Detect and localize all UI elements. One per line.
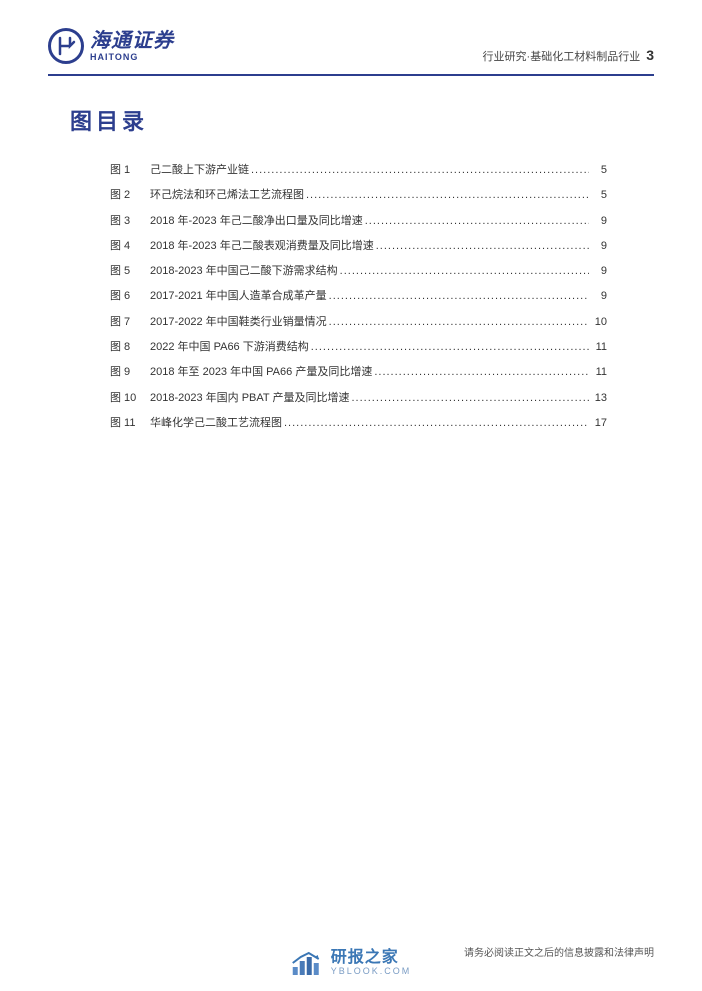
- toc-page-number: 10: [589, 310, 607, 335]
- watermark: 研报之家 YBLOOK.COM: [291, 949, 412, 977]
- toc-figure-title: 2022 年中国 PA66 下游消费结构: [150, 335, 309, 360]
- toc-figure-title: 2017-2021 年中国人造革合成革产量: [150, 284, 327, 309]
- logo-english: HAITONG: [90, 53, 174, 62]
- toc-figure-label: 图 8: [110, 335, 150, 360]
- toc-figure-label: 图 3: [110, 209, 150, 234]
- table-of-figures: 图 1己二酸上下游产业链5图 2环己烷法和环己烯法工艺流程图5图 32018 年…: [0, 158, 702, 436]
- haitong-logo-icon: [48, 28, 84, 64]
- toc-figure-title: 2018 年-2023 年己二酸净出口量及同比增速: [150, 209, 363, 234]
- watermark-chinese: 研报之家: [331, 949, 412, 967]
- document-page: 海通证券 HAITONG 行业研究·基础化工材料制品行业 3 图目录 图 1己二…: [0, 0, 702, 991]
- toc-figure-title: 华峰化学己二酸工艺流程图: [150, 411, 282, 436]
- toc-row: 图 82022 年中国 PA66 下游消费结构 11: [110, 335, 607, 360]
- toc-figure-label: 图 6: [110, 284, 150, 309]
- toc-leader-dots: [249, 158, 589, 183]
- toc-figure-label: 图 1: [110, 158, 150, 183]
- toc-page-number: 9: [589, 259, 607, 284]
- toc-figure-label: 图 7: [110, 310, 150, 335]
- footer-disclaimer: 请务必阅读正文之后的信息披露和法律声明: [464, 944, 654, 959]
- toc-leader-dots: [350, 386, 590, 411]
- toc-figure-title: 2018-2023 年中国己二酸下游需求结构: [150, 259, 338, 284]
- toc-leader-dots: [304, 183, 589, 208]
- toc-row: 图 72017-2022 年中国鞋类行业销量情况 10: [110, 310, 607, 335]
- toc-figure-label: 图 11: [110, 411, 150, 436]
- toc-page-number: 11: [589, 360, 607, 385]
- toc-row: 图 2环己烷法和环己烯法工艺流程图 5: [110, 183, 607, 208]
- toc-row: 图 62017-2021 年中国人造革合成革产量 9: [110, 284, 607, 309]
- toc-figure-title: 2018-2023 年国内 PBAT 产量及同比增速: [150, 386, 350, 411]
- toc-leader-dots: [327, 310, 589, 335]
- section-title: 图目录: [0, 76, 702, 158]
- document-category: 行业研究·基础化工材料制品行业: [483, 48, 641, 64]
- watermark-chart-icon: [291, 949, 323, 977]
- logo-area: 海通证券 HAITONG: [48, 28, 174, 64]
- toc-page-number: 17: [589, 411, 607, 436]
- watermark-english: YBLOOK.COM: [331, 967, 412, 977]
- toc-row: 图 32018 年-2023 年己二酸净出口量及同比增速 9: [110, 209, 607, 234]
- toc-figure-title: 2017-2022 年中国鞋类行业销量情况: [150, 310, 327, 335]
- toc-page-number: 9: [589, 284, 607, 309]
- toc-figure-title: 2018 年至 2023 年中国 PA66 产量及同比增速: [150, 360, 372, 385]
- toc-row: 图 1己二酸上下游产业链 5: [110, 158, 607, 183]
- toc-leader-dots: [282, 411, 589, 436]
- toc-page-number: 5: [589, 158, 607, 183]
- toc-page-number: 13: [589, 386, 607, 411]
- header-meta: 行业研究·基础化工材料制品行业 3: [483, 47, 654, 64]
- logo-text: 海通证券 HAITONG: [90, 31, 174, 62]
- toc-figure-label: 图 10: [110, 386, 150, 411]
- toc-figure-label: 图 2: [110, 183, 150, 208]
- toc-row: 图 42018 年-2023 年己二酸表观消费量及同比增速 9: [110, 234, 607, 259]
- toc-figure-title: 环己烷法和环己烯法工艺流程图: [150, 183, 304, 208]
- toc-figure-title: 2018 年-2023 年己二酸表观消费量及同比增速: [150, 234, 374, 259]
- toc-page-number: 9: [589, 234, 607, 259]
- toc-figure-title: 己二酸上下游产业链: [150, 158, 249, 183]
- toc-row: 图 102018-2023 年国内 PBAT 产量及同比增速 13: [110, 386, 607, 411]
- toc-row: 图 11华峰化学己二酸工艺流程图 17: [110, 411, 607, 436]
- toc-leader-dots: [372, 360, 589, 385]
- toc-page-number: 9: [589, 209, 607, 234]
- watermark-text: 研报之家 YBLOOK.COM: [331, 949, 412, 976]
- toc-leader-dots: [338, 259, 589, 284]
- toc-page-number: 5: [589, 183, 607, 208]
- toc-page-number: 11: [589, 335, 607, 360]
- toc-row: 图 92018 年至 2023 年中国 PA66 产量及同比增速 11: [110, 360, 607, 385]
- page-header: 海通证券 HAITONG 行业研究·基础化工材料制品行业 3: [48, 0, 654, 76]
- toc-leader-dots: [327, 284, 589, 309]
- toc-figure-label: 图 5: [110, 259, 150, 284]
- toc-figure-label: 图 9: [110, 360, 150, 385]
- toc-row: 图 52018-2023 年中国己二酸下游需求结构 9: [110, 259, 607, 284]
- page-number: 3: [646, 47, 654, 63]
- toc-leader-dots: [309, 335, 589, 360]
- toc-leader-dots: [374, 234, 589, 259]
- toc-figure-label: 图 4: [110, 234, 150, 259]
- logo-chinese: 海通证券: [90, 31, 174, 51]
- toc-leader-dots: [363, 209, 589, 234]
